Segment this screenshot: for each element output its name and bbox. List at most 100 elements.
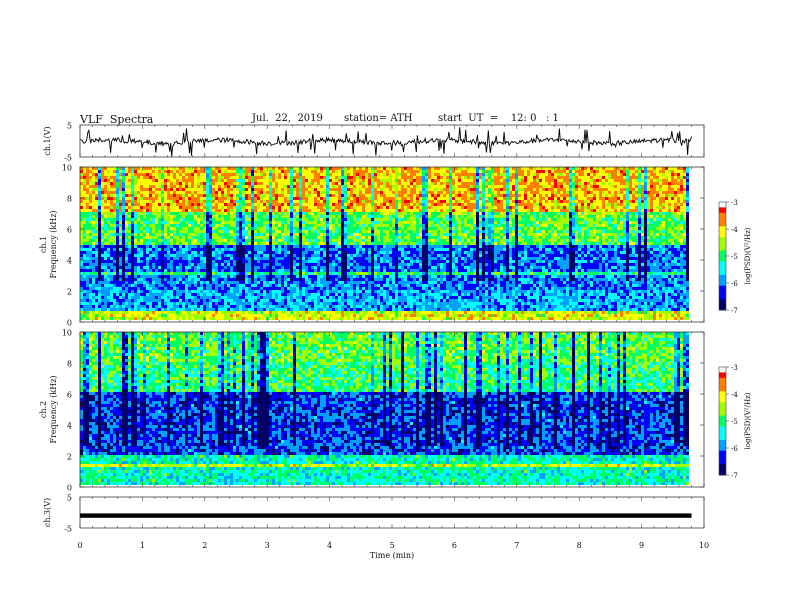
spectrogram-cell <box>356 215 359 218</box>
spectrogram-cell <box>434 206 437 209</box>
spectrogram-cell <box>542 227 545 230</box>
spectrogram-cell <box>383 203 386 206</box>
spectrogram-cell <box>686 173 689 176</box>
spectrogram-cell <box>599 236 602 239</box>
spectrogram-cell <box>662 176 665 179</box>
spectrogram-cell <box>452 179 455 182</box>
spectrogram-cell <box>668 197 671 200</box>
spectrogram-cell <box>293 194 296 197</box>
spectrogram-cell <box>221 191 224 194</box>
spectrogram-cell <box>260 200 263 203</box>
spectrogram-cell <box>509 185 512 188</box>
spectrogram-cell <box>155 191 158 194</box>
spectrogram-cell <box>539 188 542 191</box>
spectrogram-cell <box>494 224 497 227</box>
spectrogram-cell <box>281 206 284 209</box>
spectrogram-cell <box>683 200 686 203</box>
spectrogram-cell <box>563 218 566 221</box>
spectrogram-cell <box>95 206 98 209</box>
spectrogram-cell <box>242 191 245 194</box>
spectrogram-cell <box>530 209 533 212</box>
spectrogram-cell <box>185 191 188 194</box>
spectrogram-cell <box>242 221 245 224</box>
spectrogram-cell <box>182 236 185 239</box>
spectrogram-cell <box>554 188 557 191</box>
spectrogram-cell <box>143 236 146 239</box>
spectrogram-cell <box>110 194 113 197</box>
spectrogram-cell <box>275 170 278 173</box>
spectrogram-cell <box>221 221 224 224</box>
spectrogram-cell <box>344 212 347 215</box>
spectrogram-cell <box>95 179 98 182</box>
spectrogram-cell <box>422 206 425 209</box>
spectrogram-cell <box>92 173 95 176</box>
spectrogram-cell <box>566 215 569 218</box>
spectrogram-cell <box>215 182 218 185</box>
spectrogram-cell <box>263 224 266 227</box>
spectrogram-cell <box>533 212 536 215</box>
spectrogram-cell <box>116 185 119 188</box>
spectrogram-cell <box>236 173 239 176</box>
spectrogram-cell <box>392 215 395 218</box>
spectrogram-cell <box>209 182 212 185</box>
spectrogram-cell <box>347 206 350 209</box>
spectrogram-cell <box>431 209 434 212</box>
spectrogram-cell <box>122 221 125 224</box>
spectrogram-cell <box>281 197 284 200</box>
spectrogram-cell <box>188 179 191 182</box>
spectrogram-cell <box>491 173 494 176</box>
spectrogram-cell <box>335 221 338 224</box>
spectrogram-cell <box>227 215 230 218</box>
spectrogram-cell <box>353 191 356 194</box>
spectrogram-cell <box>512 197 515 200</box>
spectrogram-cell <box>224 167 227 170</box>
spectrogram-cell <box>536 236 539 239</box>
spectrogram-cell <box>128 191 131 194</box>
spectrogram-cell <box>551 215 554 218</box>
spectrogram-cell <box>665 224 668 227</box>
spectrogram-cell <box>296 200 299 203</box>
spectrogram-cell <box>587 209 590 212</box>
spectrogram-cell <box>683 209 686 212</box>
spectrogram-cell <box>449 191 452 194</box>
spectrogram-cell <box>476 170 479 173</box>
spectrogram-cell <box>413 239 416 242</box>
spectrogram-cell <box>554 230 557 233</box>
spectrogram-cell <box>326 170 329 173</box>
spectrogram-cell <box>218 173 221 176</box>
spectrogram-cell <box>173 188 176 191</box>
spectrogram-cell <box>266 194 269 197</box>
spectrogram-cell <box>107 197 110 200</box>
spectrogram-cell <box>245 233 248 236</box>
spectrogram-cell <box>248 236 251 239</box>
spectrogram-cell <box>128 239 131 242</box>
spectrogram-cell <box>83 212 86 215</box>
spectrogram-cell <box>680 176 683 179</box>
spectrogram-cell <box>635 227 638 230</box>
spectrogram-cell <box>326 185 329 188</box>
spectrogram-cell <box>104 176 107 179</box>
spectrogram-cell <box>206 218 209 221</box>
spectrogram-cell <box>428 194 431 197</box>
spectrogram-cell <box>152 236 155 239</box>
spectrogram-cell <box>323 167 326 170</box>
spectrogram-cell <box>446 218 449 221</box>
spectrogram-cell <box>491 194 494 197</box>
spectrogram-cell <box>464 200 467 203</box>
spectrogram-cell <box>80 236 83 239</box>
spectrogram-cell <box>473 218 476 221</box>
spectrogram-cell <box>521 194 524 197</box>
spectrogram-cell <box>230 179 233 182</box>
spectrogram-cell <box>449 218 452 221</box>
spectrogram-cell <box>509 221 512 224</box>
spectrogram-cell <box>149 194 152 197</box>
spectrogram-cell <box>344 215 347 218</box>
spectrogram-cell <box>86 203 89 206</box>
spectrogram-cell <box>533 236 536 239</box>
spectrogram-cell <box>239 221 242 224</box>
spectrogram-cell <box>308 230 311 233</box>
spectrogram-cell <box>83 236 86 239</box>
spectrogram-cell <box>437 179 440 182</box>
spectrogram-cell <box>371 191 374 194</box>
spectrogram-cell <box>554 218 557 221</box>
